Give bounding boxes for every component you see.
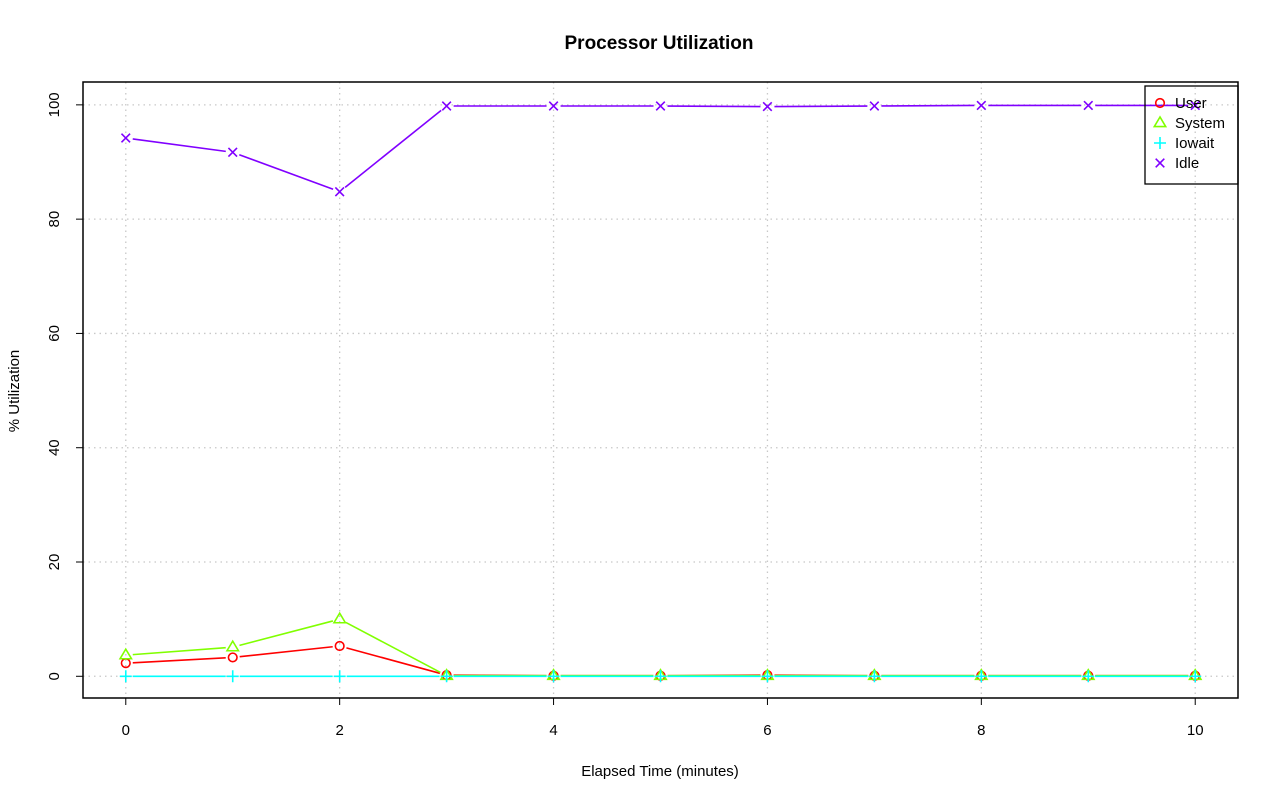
- x-tick-label-0: 0: [122, 722, 130, 739]
- point-system-1: [225, 639, 240, 652]
- y-axis: 0 20 40 60 80 100: [46, 92, 84, 680]
- grid-lines: [83, 82, 1238, 698]
- point-idle-10: [1190, 100, 1201, 111]
- point-user-1: [227, 652, 238, 663]
- line-segment-user-0: [132, 657, 226, 664]
- point-idle-7: [869, 101, 880, 111]
- legend-marker-idle: [1155, 158, 1165, 168]
- line-segment-user-1: [239, 645, 333, 658]
- legend-marker-user: [1154, 97, 1166, 109]
- point-iowait-8: [975, 670, 988, 683]
- point-idle-6: [762, 101, 773, 112]
- y-tick-label-80: 80: [46, 211, 63, 228]
- plot-frame: [82, 81, 1239, 699]
- legend-label-system: System: [1175, 115, 1225, 132]
- legend-label-idle: Idle: [1175, 155, 1199, 172]
- legend-marker-iowait: [1154, 137, 1166, 149]
- x-tick-label-6: 6: [763, 722, 771, 739]
- y-tick-label-40: 40: [46, 439, 63, 456]
- y-tick-label-100: 100: [46, 92, 63, 117]
- point-idle-0: [120, 133, 131, 143]
- point-iowait-7: [868, 670, 881, 683]
- y-tick-label-0: 0: [46, 672, 63, 680]
- point-idle-2: [334, 186, 345, 197]
- point-iowait-0: [119, 670, 132, 683]
- point-iowait-10: [1189, 670, 1202, 683]
- series-markers: [118, 100, 1203, 683]
- point-idle-9: [1083, 100, 1094, 111]
- point-idle-5: [655, 101, 666, 111]
- line-segment-idle-0: [132, 138, 226, 153]
- x-axis-label: Elapsed Time (minutes): [581, 763, 739, 780]
- point-system-0: [118, 647, 133, 660]
- x-tick-label-8: 8: [977, 722, 985, 739]
- series-lines: [132, 104, 1189, 678]
- point-idle-1: [227, 147, 238, 158]
- legend-box: [1144, 85, 1239, 185]
- point-idle-4: [548, 101, 559, 111]
- legend-label-iowait: Iowait: [1175, 135, 1215, 152]
- legend-marker-system: [1152, 115, 1168, 128]
- line-segment-idle-2: [344, 109, 442, 188]
- x-tick-label-4: 4: [549, 722, 557, 739]
- point-iowait-5: [654, 670, 667, 683]
- point-iowait-4: [547, 670, 560, 683]
- point-iowait-9: [1082, 670, 1095, 683]
- point-system-2: [332, 611, 347, 624]
- y-tick-label-20: 20: [46, 554, 63, 571]
- point-idle-8: [976, 100, 987, 111]
- line-segment-system-1: [239, 620, 334, 647]
- line-segment-user-2: [346, 647, 441, 675]
- point-iowait-2: [333, 670, 346, 683]
- y-tick-label-60: 60: [46, 325, 63, 342]
- point-iowait-6: [761, 670, 774, 683]
- line-segment-idle-1: [239, 153, 334, 191]
- x-tick-label-10: 10: [1187, 722, 1204, 739]
- legend-label-user: User: [1175, 95, 1207, 112]
- legend: User System Iowait Idle: [1144, 85, 1239, 185]
- y-axis-label: % Utilization: [6, 350, 23, 433]
- line-segment-system-2: [345, 621, 441, 674]
- point-iowait-1: [226, 670, 239, 683]
- x-tick-label-2: 2: [335, 722, 343, 739]
- point-user-2: [334, 640, 345, 652]
- line-segment-system-0: [132, 646, 226, 656]
- chart-title: Processor Utilization: [565, 33, 754, 54]
- x-axis: 0 2 4 6 8 10: [122, 697, 1204, 739]
- point-iowait-3: [440, 670, 453, 683]
- point-idle-3: [441, 101, 452, 111]
